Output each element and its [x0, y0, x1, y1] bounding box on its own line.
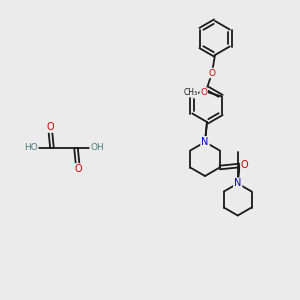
Text: N: N: [234, 178, 242, 188]
Text: OH: OH: [90, 143, 104, 152]
Text: O: O: [46, 122, 54, 132]
Text: HO: HO: [24, 143, 38, 152]
Text: O: O: [74, 164, 82, 174]
Text: N: N: [234, 178, 242, 188]
Text: N: N: [201, 137, 209, 147]
Text: N: N: [201, 137, 209, 147]
Text: O: O: [200, 88, 207, 97]
Text: O: O: [208, 68, 215, 77]
Text: CH₃: CH₃: [184, 88, 198, 97]
Text: O: O: [241, 160, 248, 170]
